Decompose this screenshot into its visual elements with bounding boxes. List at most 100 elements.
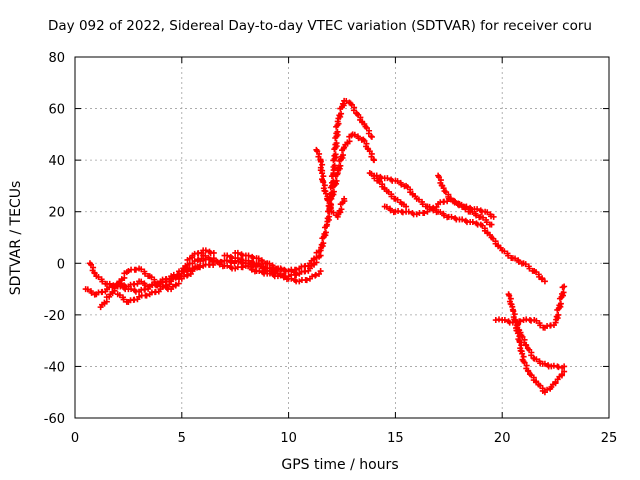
plot-border	[74, 56, 610, 419]
data-point	[501, 248, 508, 255]
data-point	[483, 219, 490, 226]
data-point	[340, 152, 347, 159]
data-series-track-6	[232, 249, 303, 277]
data-point	[474, 206, 481, 213]
data-point	[256, 267, 263, 274]
data-point	[403, 203, 410, 210]
data-point	[383, 203, 390, 210]
data-point	[381, 184, 388, 191]
axis-ticks: 0 5 10 15 20 25 -60 -40 -20 0 20 40 60 80	[44, 51, 618, 446]
data-point	[128, 286, 135, 293]
data-point	[106, 280, 113, 287]
data-point	[334, 128, 341, 135]
data-point	[515, 258, 522, 265]
data-point	[270, 264, 277, 271]
data-point	[234, 255, 241, 262]
data-point	[522, 341, 529, 348]
data-point	[394, 196, 401, 203]
data-point	[303, 277, 310, 284]
data-point	[95, 274, 102, 281]
data-point	[533, 317, 540, 324]
x-tick-label: 25	[601, 431, 618, 446]
data-point	[560, 289, 567, 296]
data-point	[327, 201, 334, 208]
data-point	[317, 252, 324, 259]
data-series-track-5	[221, 252, 324, 285]
data-point	[259, 258, 266, 265]
data-point	[533, 356, 540, 363]
y-tick-label: 80	[48, 51, 65, 66]
data-series-track-3	[97, 255, 217, 311]
data-point	[343, 97, 350, 104]
y-tick-label: 0	[57, 257, 65, 272]
data-point	[455, 202, 462, 209]
data-point	[239, 264, 246, 271]
data-point	[321, 182, 328, 189]
data-point	[398, 181, 405, 188]
data-point	[180, 273, 187, 280]
data-point	[337, 162, 344, 169]
data-point	[138, 266, 145, 273]
data-point	[355, 135, 362, 142]
data-point	[405, 208, 412, 215]
data-point	[224, 252, 231, 259]
data-point	[555, 311, 562, 318]
data-point	[440, 185, 447, 192]
x-tick-label: 20	[494, 431, 511, 446]
data-point	[120, 296, 127, 303]
data-point	[333, 140, 340, 147]
y-tick-label: -60	[44, 412, 65, 427]
data-point	[541, 360, 548, 367]
data-point	[116, 292, 123, 299]
plot-frame	[74, 56, 610, 419]
data-point	[331, 162, 338, 169]
data-point	[526, 265, 533, 272]
data-point	[91, 269, 98, 276]
data-point	[132, 266, 139, 273]
data-point	[387, 207, 394, 214]
data-point	[277, 270, 284, 277]
data-point	[541, 278, 548, 285]
grid-lines	[75, 57, 609, 418]
data-point	[447, 195, 454, 202]
data-point	[280, 274, 287, 281]
data-point	[138, 278, 145, 285]
data-point	[437, 209, 444, 216]
data-point	[317, 268, 324, 275]
y-tick-label: 20	[48, 206, 65, 221]
data-point	[328, 189, 335, 196]
data-series-track-10	[371, 172, 548, 285]
data-point	[507, 295, 514, 302]
data-point	[353, 110, 360, 117]
data-point	[210, 255, 217, 262]
data-point	[430, 204, 437, 211]
data-point	[309, 273, 316, 280]
data-point	[330, 178, 337, 185]
data-point	[473, 212, 480, 219]
data-point	[224, 262, 231, 269]
data-point	[490, 213, 497, 220]
data-point	[421, 210, 428, 217]
data-series-track-15	[512, 317, 568, 371]
data-point	[373, 172, 380, 179]
data-points	[82, 97, 568, 396]
data-point	[561, 368, 568, 375]
x-tick-label: 15	[387, 431, 404, 446]
data-point	[561, 283, 568, 290]
data-point	[296, 270, 303, 277]
y-axis-label: SDTVAR / TECUs	[8, 180, 24, 296]
data-point	[248, 266, 255, 273]
data-point	[505, 252, 512, 259]
data-point	[245, 263, 252, 270]
data-point	[84, 286, 91, 293]
data-point	[207, 256, 214, 263]
data-point	[512, 255, 519, 262]
data-point	[159, 283, 166, 290]
data-point	[154, 280, 161, 287]
data-point	[141, 270, 148, 277]
data-point	[143, 292, 150, 299]
data-point	[537, 322, 544, 329]
data-point	[539, 275, 546, 282]
data-series-track-13	[492, 283, 568, 331]
data-point	[88, 289, 95, 296]
